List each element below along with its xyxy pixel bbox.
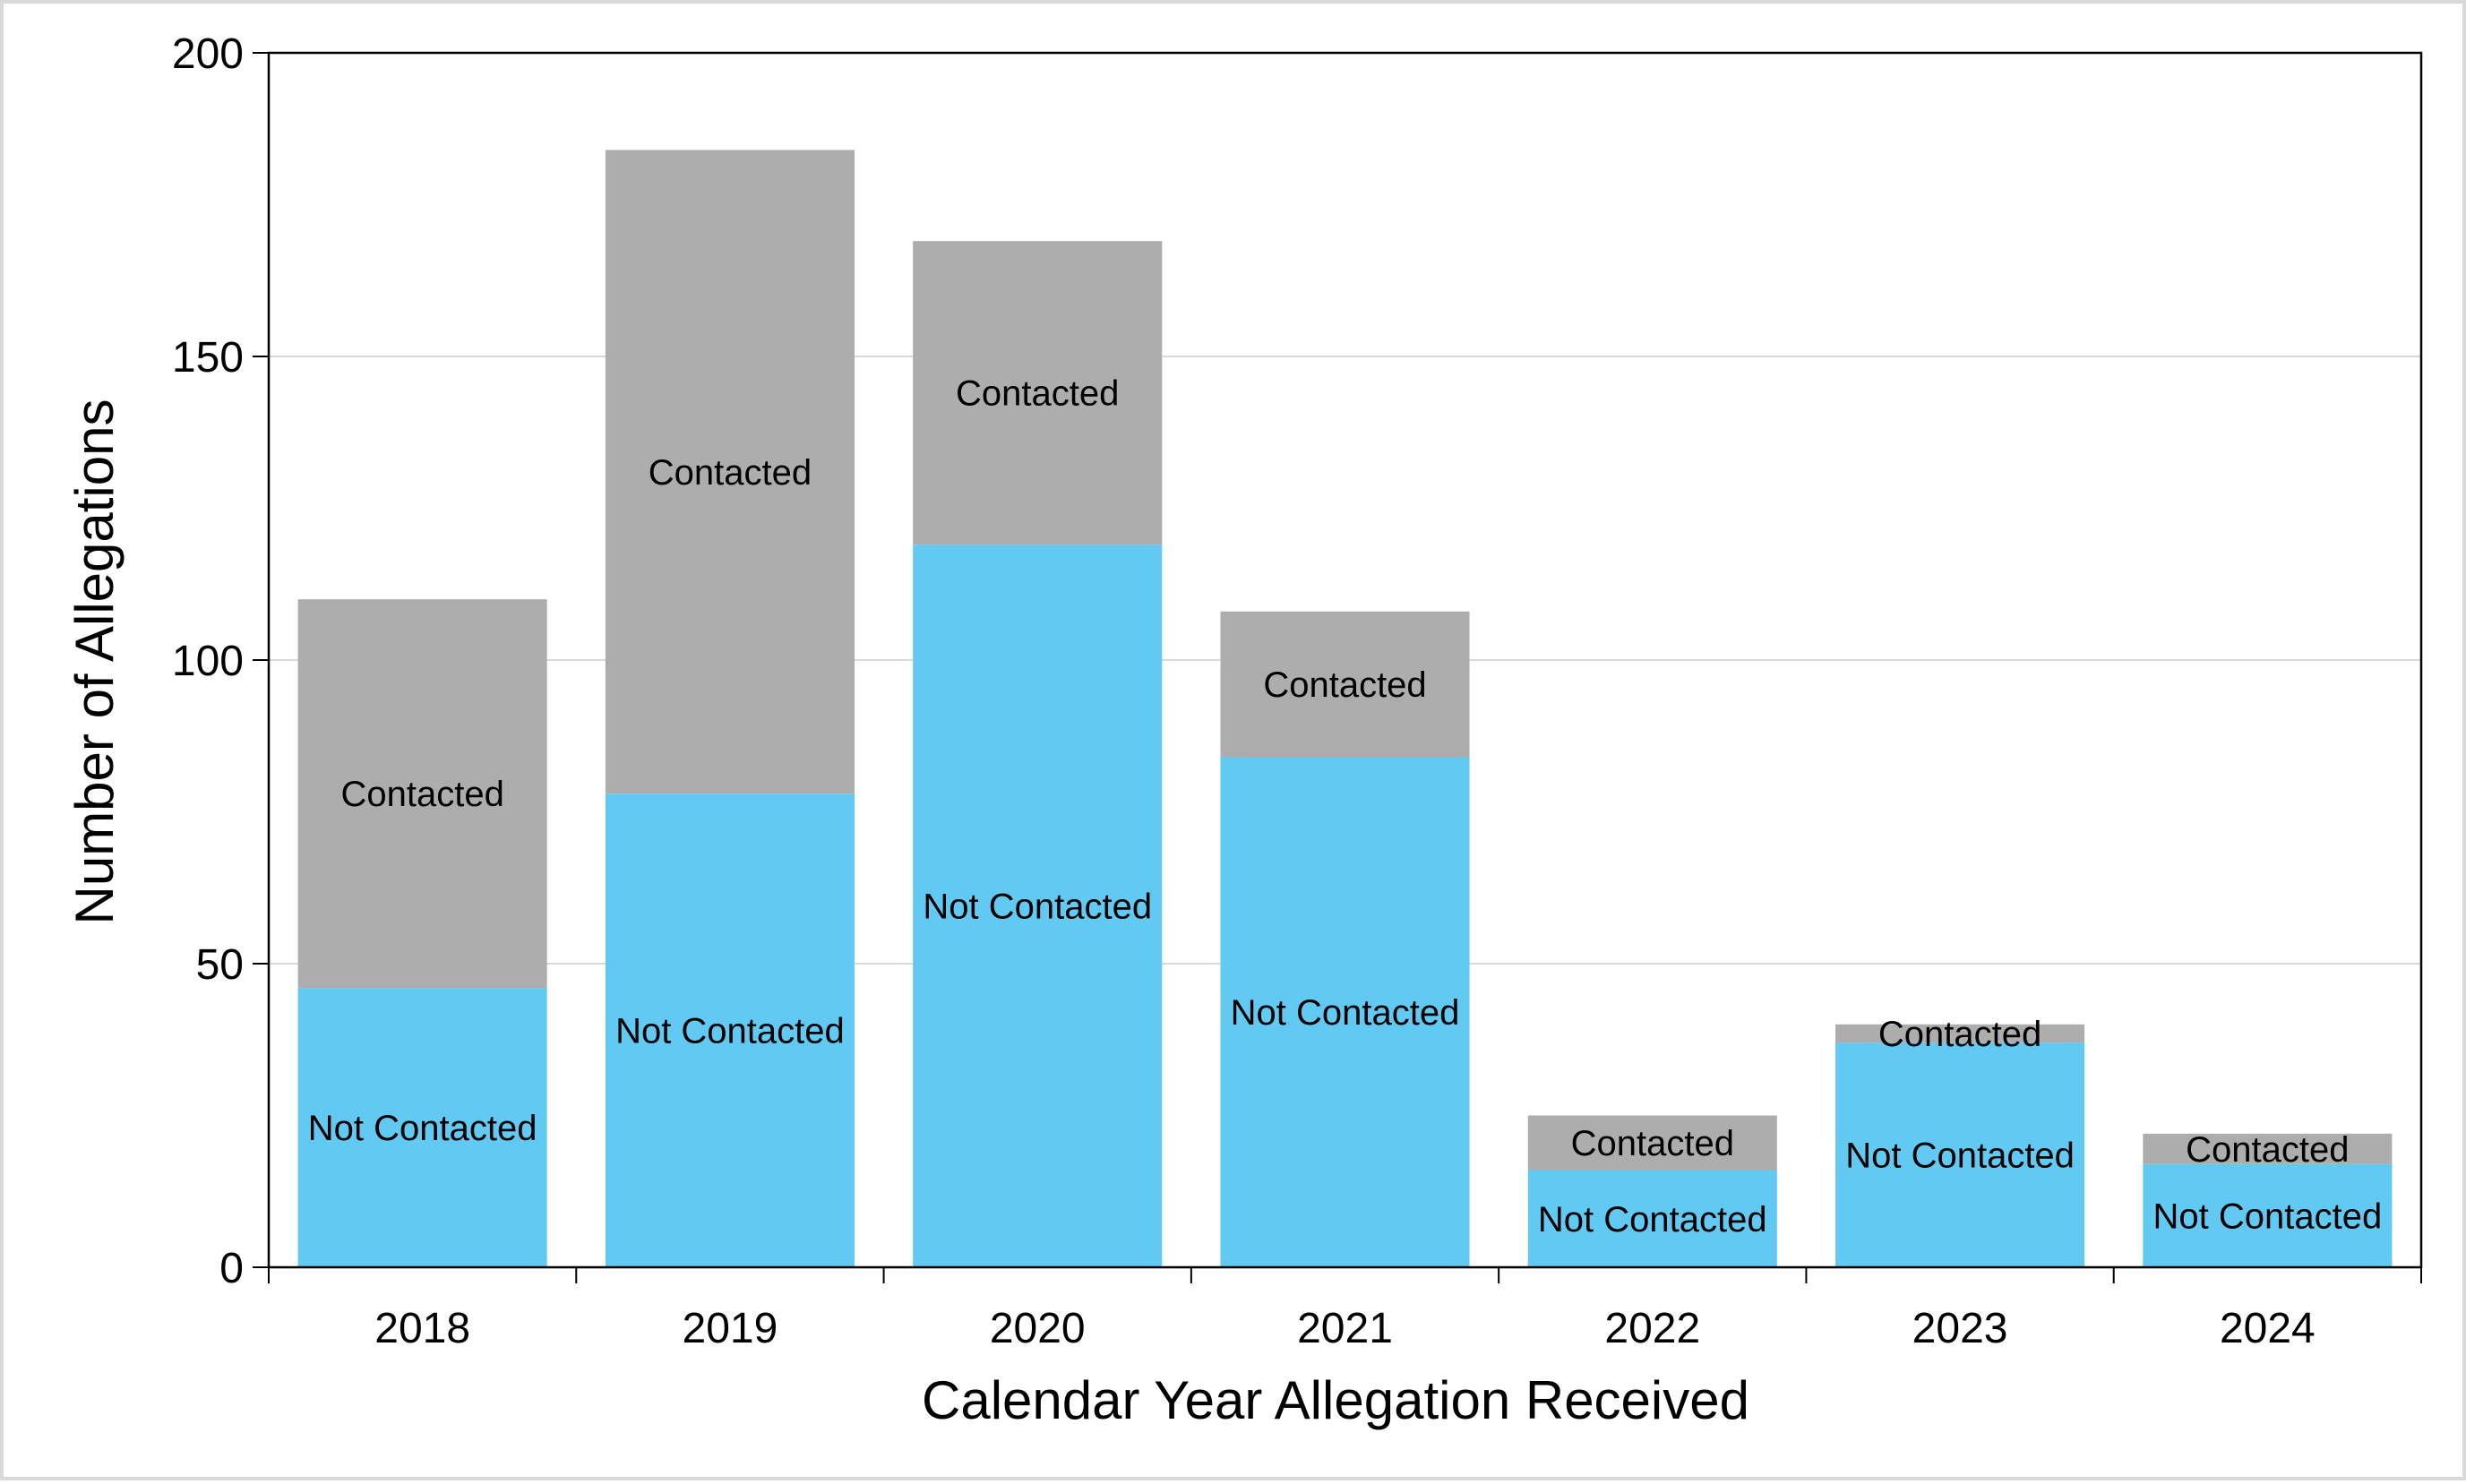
bar-2023-contacted [1835, 1024, 2085, 1043]
segment-label-2019-not-contacted: Not Contacted [615, 1012, 845, 1051]
bar-2022-contacted [1527, 1115, 1777, 1171]
bar-2019-contacted [605, 150, 855, 794]
bars [297, 150, 2393, 1267]
segment-label-2022-contacted: Contacted [1571, 1124, 1734, 1163]
bar-2024-not-contacted [2143, 1163, 2393, 1267]
segment-labels: Not Contacted Contacted Not Contacted Conta… [308, 374, 2382, 1240]
axes [253, 51, 2423, 1283]
y-tick-label-1: 50 [196, 941, 244, 989]
segment-label-2022-not-contacted: Not Contacted [1538, 1200, 1767, 1240]
bar-2018-not-contacted [297, 988, 547, 1267]
bar-2020-contacted [913, 241, 1163, 545]
bar-2020-not-contacted [913, 545, 1163, 1267]
y-tick-label-4: 200 [172, 30, 244, 78]
segment-label-2020-not-contacted: Not Contacted [923, 888, 1152, 927]
bar-2024-contacted [2143, 1133, 2393, 1164]
x-tick-label-2021: 2021 [1297, 1305, 1393, 1352]
y-tick-label-3: 150 [172, 334, 244, 382]
stacked-bar-chart: Not Contacted Contacted Not Contacted Conta… [64, 30, 2423, 1430]
bar-2021-contacted [1220, 611, 1470, 758]
segment-label-2024-not-contacted: Not Contacted [2153, 1197, 2383, 1236]
segment-label-2024-contacted: Contacted [2186, 1130, 2349, 1170]
x-tick-label-2020: 2020 [990, 1305, 1086, 1352]
x-tick-label-2024: 2024 [2220, 1305, 2316, 1352]
bar-2018-contacted [297, 599, 547, 989]
x-tick-label-2019: 2019 [683, 1305, 778, 1352]
bar-2021-not-contacted [1220, 757, 1470, 1267]
bar-2022-not-contacted [1527, 1170, 1777, 1267]
x-tick-labels: 2018 2019 2020 2021 2022 2023 2024 [374, 1305, 2315, 1352]
x-tick-label-2022: 2022 [1604, 1305, 1700, 1352]
plot-border [267, 51, 2423, 1269]
segment-label-2021-contacted: Contacted [1263, 665, 1426, 705]
segment-label-2023-not-contacted: Not Contacted [1845, 1137, 2075, 1176]
segment-label-2023-contacted: Contacted [1878, 1015, 2041, 1054]
x-tick-label-2018: 2018 [374, 1305, 470, 1352]
y-axis-title: Number of Allegations [64, 399, 125, 925]
bar-2023-not-contacted [1835, 1042, 2085, 1267]
segment-label-2020-contacted: Contacted [956, 374, 1119, 414]
x-tick-label-2023: 2023 [1912, 1305, 2008, 1352]
segment-label-2021-not-contacted: Not Contacted [1231, 993, 1460, 1033]
x-axis-title: Calendar Year Allegation Received [922, 1370, 1749, 1430]
y-tick-label-0: 0 [219, 1245, 244, 1292]
segment-label-2019-contacted: Contacted [649, 453, 812, 493]
bar-2019-not-contacted [605, 793, 855, 1267]
y-tick-labels: 0 50 100 150 200 [172, 30, 244, 1292]
segment-label-2018-contacted: Contacted [340, 775, 503, 814]
segment-label-2018-not-contacted: Not Contacted [308, 1109, 537, 1148]
y-tick-label-2: 100 [172, 638, 244, 685]
